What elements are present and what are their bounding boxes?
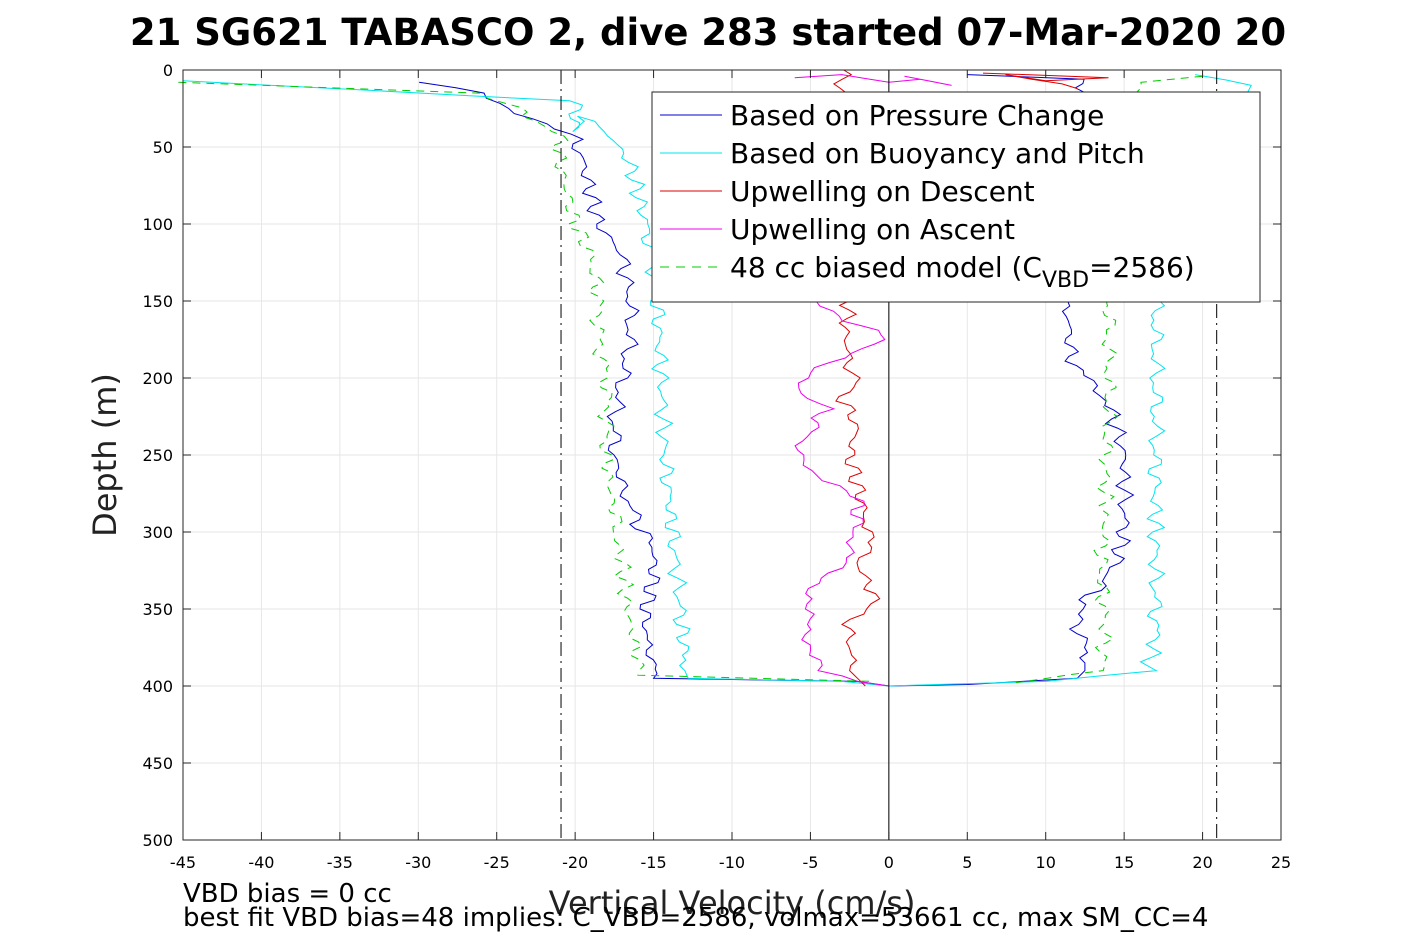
x-tick-label: -5 (802, 853, 818, 872)
y-tick-label: 250 (142, 446, 173, 465)
y-tick-label: 50 (153, 138, 173, 157)
x-tick-label: 5 (962, 853, 972, 872)
x-tick-label: 10 (1036, 853, 1056, 872)
legend-label: Upwelling on Descent (730, 175, 1035, 208)
x-axis: -45 -40 -35 -30 -25 -20 -15 -10 -5 0 5 10 15 20 25 (170, 70, 1291, 872)
y-axis: 0 50 100 150 200 250 300 350 400 450 500 (142, 61, 1281, 850)
x-tick-label: -30 (405, 853, 431, 872)
series-line (419, 81, 889, 687)
x-tick-label: -40 (248, 853, 274, 872)
x-tick-label: -15 (641, 853, 667, 872)
legend-items: Based on Pressure Change Based on Buoyanc… (660, 99, 1195, 293)
series-line (794, 74, 952, 86)
x-axis-label: Vertical Velocity (cm/s) (549, 884, 916, 922)
chart-title: 21 SG621 TABASCO 2, dive 283 started 07-… (130, 11, 1286, 54)
x-tick-label: -35 (327, 853, 353, 872)
x-tick-label: 0 (884, 853, 894, 872)
x-tick-label: -25 (484, 853, 510, 872)
legend-label: Upwelling on Ascent (730, 213, 1015, 246)
y-tick-label: 100 (142, 215, 173, 234)
y-tick-label: 150 (142, 292, 173, 311)
y-tick-label: 200 (142, 369, 173, 388)
x-tick-label: 25 (1271, 853, 1291, 872)
y-tick-label: 0 (163, 61, 173, 80)
legend-box (651, 91, 1261, 303)
legend-label: 48 cc biased model (CVBD=2586) (730, 251, 1195, 293)
legend: Based on Pressure Change Based on Buoyanc… (651, 91, 1261, 303)
y-tick-label: 450 (142, 754, 173, 773)
series-line (182, 80, 889, 687)
x-tick-label: 20 (1192, 853, 1212, 872)
best-fit-note: best fit VBD bias=48 implies: C_VBD=2586… (183, 903, 1208, 933)
y-tick-label: 300 (142, 523, 173, 542)
series-line (794, 300, 889, 687)
y-axis-label: Depth (m) (86, 373, 124, 537)
vbd-bias-note: VBD bias = 0 cc (183, 879, 392, 909)
x-tick-label: -10 (719, 853, 745, 872)
y-tick-label: 500 (142, 831, 173, 850)
series-line (982, 72, 1109, 89)
x-tick-label: -20 (562, 853, 588, 872)
legend-label: Based on Buoyancy and Pitch (730, 137, 1145, 170)
y-tick-label: 400 (142, 677, 173, 696)
y-tick-label: 350 (142, 600, 173, 619)
legend-label: Based on Pressure Change (730, 99, 1104, 132)
x-tick-label: -45 (170, 853, 196, 872)
series-line (1014, 75, 1203, 684)
x-tick-label: 15 (1114, 853, 1134, 872)
